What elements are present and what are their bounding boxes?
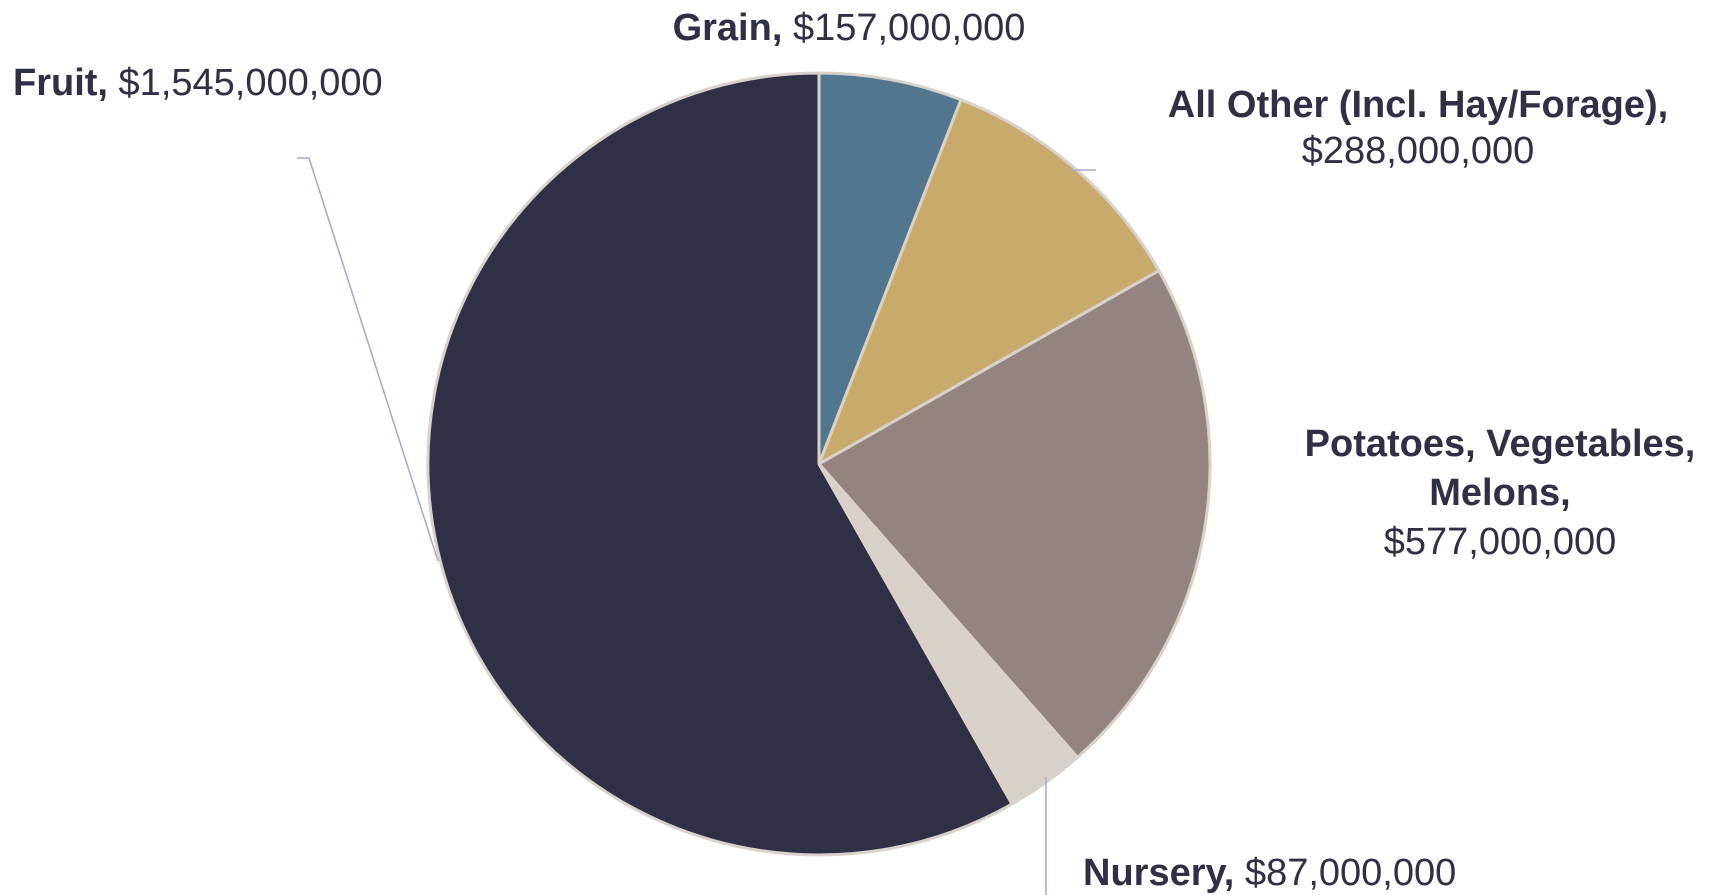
value-label: $87,000,000 <box>1244 852 1457 894</box>
category-label: Potatoes, Vegetables, Melons, <box>1304 423 1696 514</box>
value-label: $577,000,000 <box>1383 521 1617 563</box>
data-label: Fruit, $1,545,000,000 <box>13 60 383 106</box>
value-label: $288,000,000 <box>1301 130 1535 172</box>
pie-slice <box>817 71 963 466</box>
value-label: $157,000,000 <box>792 7 1026 49</box>
data-label: Nursery, $87,000,000 <box>1083 850 1456 895</box>
category-label: Nursery, <box>1083 852 1235 894</box>
leader-line <box>297 157 439 562</box>
pie-slice <box>426 71 1014 857</box>
data-label: Potatoes, Vegetables, Melons, $577,000,00… <box>1275 420 1725 567</box>
category-label: Fruit, <box>13 62 108 104</box>
data-label: All Other (Incl. Hay/Forage), $288,000,00… <box>1110 82 1726 174</box>
pie-slice <box>817 98 1161 466</box>
category-label: All Other (Incl. Hay/Forage), <box>1167 84 1669 126</box>
data-label: Grain, $157,000,000 <box>549 5 1149 51</box>
pie <box>426 71 1212 857</box>
pie-slice <box>817 269 1212 759</box>
category-label: Grain, <box>672 7 783 49</box>
value-label: $1,545,000,000 <box>118 62 383 104</box>
